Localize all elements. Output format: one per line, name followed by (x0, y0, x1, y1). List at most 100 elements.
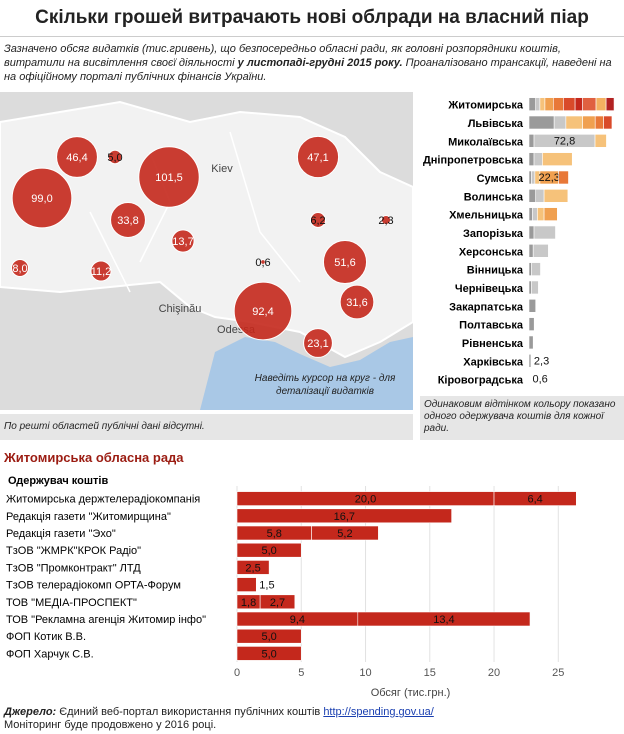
region-note: Одинаковим відтінком кольору показано од… (420, 396, 624, 440)
bar-segment (528, 207, 533, 221)
bar-segment (259, 594, 296, 610)
bubble (380, 214, 392, 226)
row-label: Дніпропетровська (423, 155, 524, 167)
bubble-label: 13,7 (172, 236, 193, 248)
x-tick-label: 5 (298, 667, 304, 679)
bar-segment (528, 317, 535, 331)
value-label: 2,5 (245, 562, 260, 574)
value-label: 1,5 (259, 580, 274, 592)
bubble-label: 8,0 (12, 263, 27, 275)
row-label: Херсонська (459, 246, 524, 258)
bar-segment (493, 491, 577, 506)
bar-segment (535, 97, 541, 111)
row-label: Вінницька (467, 265, 524, 277)
row-label: Хмельницька (449, 210, 524, 222)
row-label: Харківська (463, 356, 524, 368)
value-label: 2,7 (270, 597, 285, 609)
bubble-label: 6,2 (310, 215, 325, 227)
bubble (107, 149, 123, 165)
bar-segment (565, 115, 583, 130)
value-label: 5,0 (261, 545, 276, 557)
bar-segment (535, 189, 545, 203)
value-label: 0,6 (533, 374, 548, 386)
bar-segment (236, 508, 452, 524)
bar-segment (543, 207, 558, 221)
region-chart: Житомирська Львівська Миколаївська 72,8 Дніп… (420, 92, 624, 392)
bar-segment (528, 335, 534, 350)
row-label: ТзОВ "Промконтракт" ЛТД (6, 562, 141, 574)
bar-segment (532, 207, 538, 221)
row-label: Львівська (468, 118, 524, 130)
bar-segment (558, 170, 569, 185)
value-label: 5,0 (261, 631, 276, 643)
y-axis-label: Одержувач коштів (8, 475, 108, 487)
bar-segment (603, 115, 613, 130)
bubble (310, 212, 326, 228)
bar-segment (533, 152, 543, 166)
value-label: 13,4 (433, 614, 454, 626)
bubble-label: 11,2 (91, 266, 112, 278)
bar-segment (528, 244, 534, 258)
row-label: Кіровоградська (438, 375, 524, 387)
bar-segment (544, 97, 554, 111)
row-label: Редакція газети "Эхо" (6, 528, 116, 540)
source-link[interactable]: http://spending.gov.ua/ (323, 706, 434, 718)
row-label: ФОП Котик В.В. (6, 631, 86, 643)
row-label: Сумська (477, 173, 524, 185)
value-label: 1,8 (241, 597, 256, 609)
bar-segment (528, 134, 535, 148)
bubble-label: 99,0 (31, 193, 52, 205)
bar-segment (553, 115, 567, 130)
source-label: Джерело: (4, 706, 57, 718)
place-label: Chişinău (159, 303, 202, 315)
value-label: 5,2 (337, 528, 352, 540)
bar-segment (532, 244, 549, 258)
bar-segment (528, 298, 537, 313)
bubble-label: 5,0 (107, 152, 122, 164)
bar-segment (574, 97, 583, 111)
row-label: Запорізька (463, 228, 524, 240)
bubble (56, 136, 98, 178)
bubble-label: 92,4 (252, 306, 273, 318)
bar-segment (542, 152, 573, 166)
bar-segment (531, 280, 539, 295)
bubble (322, 239, 368, 285)
row-label: ТзОВ "ЖМРК"КРОК Радіо" (6, 545, 141, 557)
value-label: 5,8 (267, 528, 282, 540)
bar-segment (528, 97, 537, 111)
value-label: 72,8 (554, 135, 575, 147)
value-label: 6,4 (528, 494, 543, 506)
value-label: 20,0 (355, 494, 376, 506)
x-axis-label: Обсяг (тис.грн.) (371, 687, 451, 699)
bubble (11, 259, 29, 277)
bar-segment (531, 262, 541, 276)
bubble (11, 167, 73, 229)
row-label: ФОП Харчук С.В. (6, 648, 94, 660)
chart-title: Житомирська обласна рада (3, 450, 184, 465)
bubble (233, 281, 293, 341)
bar-segment (236, 560, 270, 575)
source-note: Моніторинг буде продовжено у 2016 році. (4, 719, 217, 731)
bubble (339, 284, 375, 320)
row-label: Чернівецька (455, 283, 524, 295)
row-label: Миколаївська (448, 136, 524, 148)
bar-segment (582, 115, 596, 130)
row-label: Житомирська (447, 100, 524, 112)
page-title: Скільки грошей витрачають нові облради н… (0, 0, 624, 37)
bar-segment (236, 542, 302, 558)
bar-segment (539, 97, 546, 111)
bubble-label: 23,1 (307, 338, 328, 350)
bar-segment (528, 262, 532, 276)
bubble-label: 46,4 (66, 152, 87, 164)
bar-segment (594, 134, 607, 148)
bar-segment (236, 628, 302, 644)
place-label: Kiev (211, 163, 233, 175)
bubble (260, 259, 266, 265)
source-text: Єдиний веб-портал використання публічних… (56, 706, 324, 718)
x-tick-label: 10 (359, 667, 371, 679)
intro: Зазначено обсяг видатків (тис.гривень), … (4, 42, 620, 84)
bubble (171, 229, 195, 253)
x-tick-label: 25 (552, 667, 564, 679)
bar-segment (595, 97, 607, 111)
bar-segment (537, 207, 545, 221)
